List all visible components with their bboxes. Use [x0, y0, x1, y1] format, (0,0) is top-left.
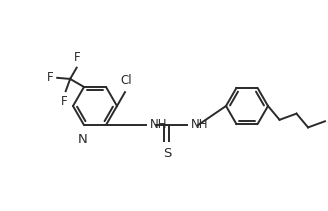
Text: Cl: Cl — [120, 74, 132, 87]
Text: NH: NH — [191, 118, 209, 131]
Text: NH: NH — [150, 118, 168, 131]
Text: F: F — [74, 51, 81, 64]
Text: N: N — [78, 133, 88, 146]
Text: S: S — [163, 147, 171, 160]
Text: F: F — [47, 71, 53, 84]
Text: F: F — [60, 95, 67, 108]
